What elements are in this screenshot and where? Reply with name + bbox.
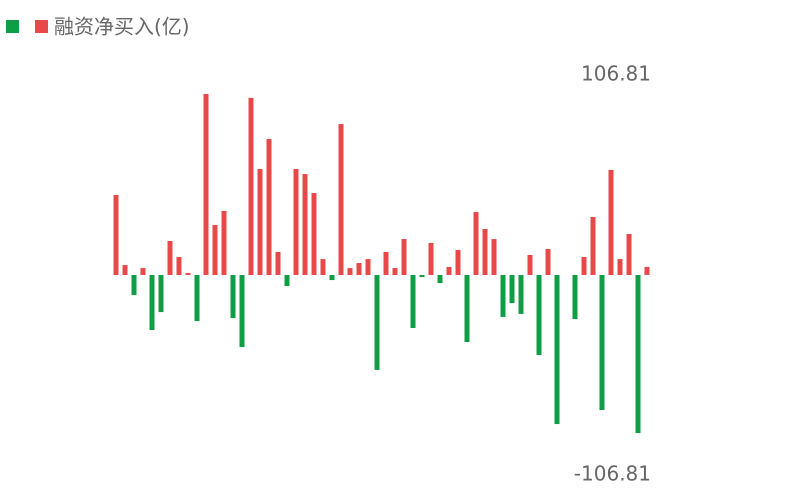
- bar: [347, 268, 353, 275]
- bar: [626, 233, 632, 275]
- bar: [446, 266, 452, 275]
- bar: [374, 275, 380, 370]
- legend-swatch-positive: [35, 20, 48, 33]
- bar: [311, 192, 317, 275]
- bar: [122, 265, 128, 275]
- bar: [401, 239, 407, 275]
- bar: [455, 249, 461, 275]
- bar: [545, 248, 551, 275]
- bar: [419, 275, 425, 278]
- bar: [212, 225, 218, 275]
- bar: [131, 275, 137, 296]
- bar: [581, 257, 587, 275]
- bar: [248, 97, 254, 275]
- bar: [500, 275, 506, 317]
- bar: [599, 275, 605, 411]
- bar: [491, 239, 497, 275]
- y-tick-label: 106.81: [581, 62, 651, 86]
- bar: [473, 212, 479, 275]
- bar: [617, 259, 623, 275]
- bar: [518, 275, 524, 314]
- bar: [302, 174, 308, 275]
- legend-swatch-negative: [6, 20, 19, 33]
- bar: [608, 169, 614, 275]
- bar: [590, 216, 596, 275]
- bar: [338, 124, 344, 275]
- bar: [329, 275, 335, 281]
- legend-label: 融资净买入(亿): [54, 15, 190, 39]
- bar: [428, 242, 434, 275]
- bar: [167, 240, 173, 275]
- bar: [176, 257, 182, 275]
- bar: [509, 275, 515, 304]
- bar: [572, 275, 578, 320]
- bar: [257, 169, 263, 275]
- bar: [203, 93, 209, 275]
- bar: [410, 275, 416, 328]
- bar: [527, 254, 533, 275]
- bar: [230, 275, 236, 319]
- bar: [140, 268, 146, 275]
- bar: [635, 275, 641, 434]
- bar: [194, 275, 200, 322]
- bar: [464, 275, 470, 343]
- bar: [266, 139, 272, 275]
- y-tick-label: -106.81: [574, 462, 651, 486]
- bar: [482, 228, 488, 275]
- bar: [644, 266, 650, 275]
- bar: [284, 275, 290, 287]
- bar: [392, 268, 398, 275]
- bar: [185, 272, 191, 275]
- bar: [158, 275, 164, 313]
- bar: [320, 259, 326, 275]
- bar: [113, 195, 119, 275]
- bar: [536, 275, 542, 355]
- bar: [437, 275, 443, 284]
- bar: [275, 251, 281, 275]
- bar: [554, 275, 560, 425]
- bar: [221, 210, 227, 275]
- bar: [383, 251, 389, 275]
- bar: [149, 275, 155, 331]
- bar: [293, 169, 299, 275]
- bar: [365, 259, 371, 275]
- bar: [356, 263, 362, 275]
- bar: [239, 275, 245, 348]
